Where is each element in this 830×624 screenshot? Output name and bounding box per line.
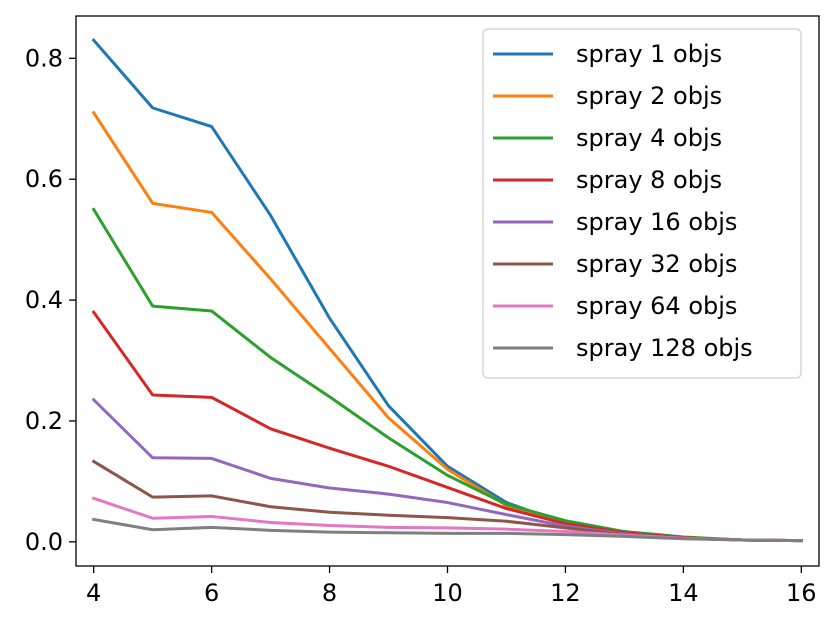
legend-label-3: spray 4 objs	[576, 124, 722, 152]
x-tick-label: 8	[322, 579, 337, 607]
legend-label-2: spray 2 objs	[576, 82, 722, 110]
legend-box	[482, 28, 802, 379]
y-tick-label: 0.6	[25, 165, 63, 193]
x-tick-label: 10	[432, 579, 463, 607]
x-tick-label: 4	[86, 579, 101, 607]
y-tick-label: 0.8	[25, 44, 63, 72]
x-tick-label: 16	[786, 579, 817, 607]
legend-label-7: spray 64 objs	[576, 292, 737, 320]
x-tick-label: 12	[550, 579, 581, 607]
legend-label-4: spray 8 objs	[576, 166, 722, 194]
x-tick-label: 6	[204, 579, 219, 607]
y-axis: 0.0 0.2 0.4 0.6 0.8	[25, 44, 76, 556]
y-tick-label: 0.2	[25, 407, 63, 435]
legend-label-8: spray 128 objs	[576, 334, 753, 362]
y-tick-label: 0.0	[25, 528, 63, 556]
series-layer	[91, 38, 803, 543]
legend-label-1: spray 1 objs	[576, 40, 722, 68]
legend-label-6: spray 32 objs	[576, 250, 737, 278]
y-tick-label: 0.4	[25, 286, 63, 314]
legend: spray 1 objs spray 2 objs spray 4 objs spra…	[482, 28, 802, 379]
series-line-8	[91, 517, 803, 543]
x-axis: 4 6 8 10 12 14 16	[86, 566, 817, 607]
x-tick-label: 14	[668, 579, 699, 607]
legend-label-5: spray 16 objs	[576, 208, 737, 236]
